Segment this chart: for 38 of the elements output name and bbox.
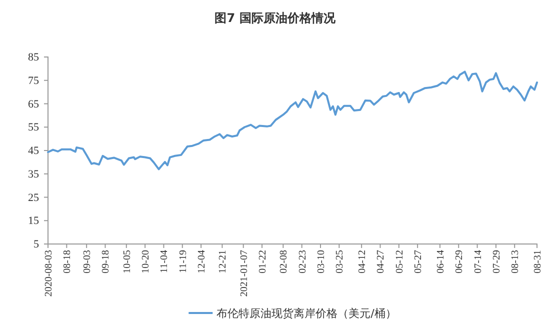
x-tick-label: 06-14	[435, 250, 446, 274]
x-tick-label: 07-14	[472, 250, 484, 274]
x-tick-label: 01-22	[258, 250, 269, 274]
x-tick-label: 2021-01-07	[238, 250, 250, 297]
y-tick-label: 35	[28, 168, 40, 180]
x-tick-label: 03-25	[334, 250, 346, 274]
x-tick-label: 09-18	[100, 250, 112, 274]
x-tick-label: 05-12	[394, 250, 406, 274]
x-tick-label: 06-29	[454, 250, 466, 274]
x-tick-label: 08-18	[62, 250, 74, 274]
x-tick-label: 02-23	[297, 250, 308, 274]
x-tick-label: 08-31	[532, 250, 544, 274]
x-tick-label: 03-10	[316, 250, 327, 274]
y-tick-label: 65	[28, 98, 40, 110]
y-tick-label: 55	[28, 122, 40, 134]
y-tick-label: 75	[28, 74, 40, 87]
y-tick-label: 5	[34, 238, 40, 251]
x-tick-label: 11-19	[178, 250, 189, 273]
x-tick-label: 2020-08-03	[44, 250, 54, 297]
x-tick-label: 11-04	[159, 250, 170, 273]
x-tick-label: 12-21	[218, 250, 229, 274]
y-tick-label: 25	[28, 192, 40, 204]
x-tick-label: 02-08	[278, 250, 290, 274]
x-tick-label: 08-13	[510, 250, 522, 274]
x-tick-label: 04-27	[376, 250, 387, 274]
y-tick-label: 15	[28, 215, 40, 228]
y-tick-label: 85	[28, 52, 40, 64]
x-tick-label: 07-29	[491, 250, 502, 274]
x-tick-label: 05-27	[413, 250, 424, 274]
x-tick-label: 10-05	[122, 250, 133, 274]
legend-label: 布伦特原油现货离岸价格（美元/桶）	[216, 307, 396, 320]
x-tick-label: 12-04	[196, 250, 208, 274]
x-tick-label: 09-03	[82, 250, 94, 274]
x-tick-label: 04-12	[357, 250, 368, 274]
chart-title: 图7 国际原油价格情况	[214, 11, 336, 25]
x-tick-label: 10-20	[140, 250, 152, 274]
y-tick-label: 45	[28, 145, 40, 158]
line-series	[47, 70, 538, 170]
